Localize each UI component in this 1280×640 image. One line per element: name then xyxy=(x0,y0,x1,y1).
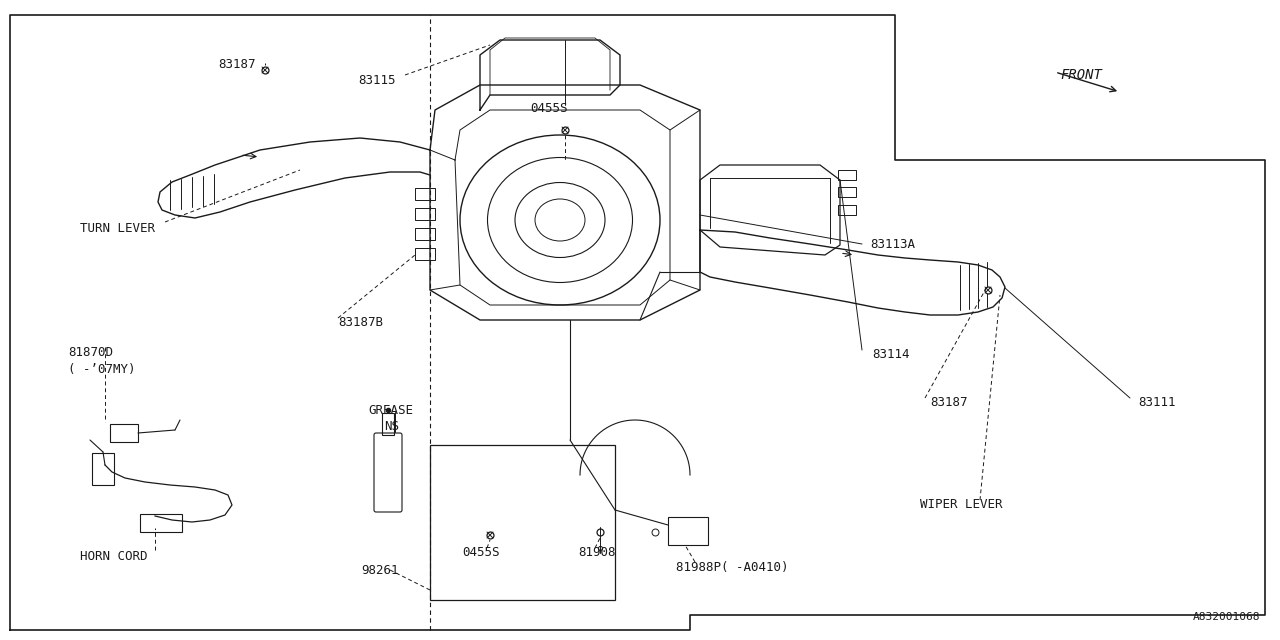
Text: GREASE: GREASE xyxy=(369,403,413,417)
Bar xyxy=(415,208,435,220)
Text: FRONT: FRONT xyxy=(1060,68,1102,82)
Bar xyxy=(92,453,114,485)
Text: 0455S: 0455S xyxy=(530,102,567,115)
Bar xyxy=(415,248,435,260)
Bar xyxy=(838,187,856,197)
Bar xyxy=(140,514,182,532)
Text: 83114: 83114 xyxy=(872,349,910,362)
Bar xyxy=(110,424,138,442)
Text: 83187: 83187 xyxy=(218,58,256,72)
Bar xyxy=(838,205,856,215)
Bar xyxy=(415,188,435,200)
Text: TURN LEVER: TURN LEVER xyxy=(79,221,155,234)
Text: 83187B: 83187B xyxy=(338,316,383,328)
Text: ( -’07MY): ( -’07MY) xyxy=(68,362,136,376)
Text: A832001068: A832001068 xyxy=(1193,612,1260,622)
Text: 83187: 83187 xyxy=(931,397,968,410)
Bar xyxy=(381,413,394,435)
Bar xyxy=(430,445,614,600)
Bar xyxy=(838,170,856,180)
Text: 83111: 83111 xyxy=(1138,397,1175,410)
Text: 81908: 81908 xyxy=(579,547,616,559)
Text: 83113A: 83113A xyxy=(870,239,915,252)
Bar xyxy=(668,517,708,545)
Bar xyxy=(415,228,435,240)
Text: 81870D: 81870D xyxy=(68,346,113,358)
Text: NS: NS xyxy=(384,420,399,433)
Text: 0455S: 0455S xyxy=(462,547,499,559)
Text: 83115: 83115 xyxy=(358,74,396,86)
Text: WIPER LEVER: WIPER LEVER xyxy=(920,499,1002,511)
Text: 98261: 98261 xyxy=(361,563,398,577)
Text: 81988P( -A0410): 81988P( -A0410) xyxy=(676,561,788,575)
Text: HORN CORD: HORN CORD xyxy=(79,550,147,563)
